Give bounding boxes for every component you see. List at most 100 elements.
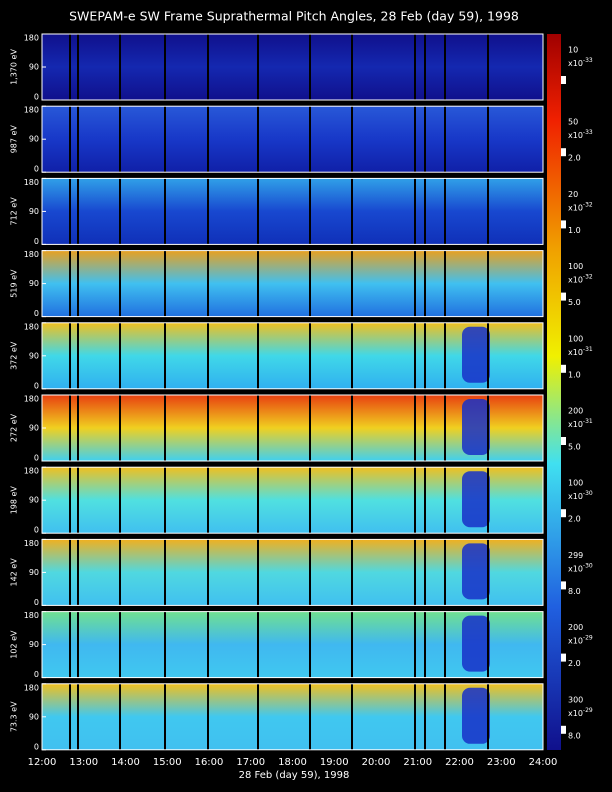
- multiplier: x10: [568, 347, 583, 356]
- spectrogram-feature: [462, 543, 490, 600]
- y-tick-label: 90: [29, 207, 39, 216]
- y-tick-label: 90: [29, 424, 39, 433]
- x-tick-label: 23:00: [487, 757, 516, 768]
- panel-label: 712 eV: [10, 197, 19, 226]
- y-tick-label: 0: [34, 454, 39, 463]
- colorbar-max: 100: [568, 479, 583, 488]
- y-tick-label: 90: [29, 135, 39, 144]
- colorbar-marker: [561, 653, 566, 662]
- colorbar-min: 2.0: [568, 154, 581, 163]
- colorbar-min: 1.0: [568, 226, 581, 235]
- multiplier: x10: [568, 492, 583, 501]
- multiplier: x10: [568, 275, 583, 284]
- exponent: -31: [583, 345, 593, 352]
- colorbar-max: 100: [568, 334, 583, 343]
- colorbar-scale: x10-33: [568, 57, 593, 68]
- colorbar-scale: x10-30: [568, 490, 593, 501]
- y-tick-label: 0: [34, 237, 39, 246]
- y-tick-label: 180: [24, 467, 39, 476]
- panel-label: 987 eV: [10, 125, 19, 154]
- multiplier: x10: [568, 59, 583, 68]
- y-tick-label: 180: [24, 611, 39, 620]
- colorbar-scale: x10-33: [568, 129, 593, 140]
- spectrogram: [42, 611, 543, 678]
- y-tick-label: 180: [24, 395, 39, 404]
- y-tick-label: 90: [29, 496, 39, 505]
- x-tick-label: 16:00: [195, 757, 224, 768]
- colorbar-scale: x10-31: [568, 345, 593, 356]
- panel-label: 73.3 eV: [10, 701, 19, 732]
- panel-label: 272 eV: [10, 413, 19, 442]
- y-tick-label: 90: [29, 712, 39, 721]
- x-tick-label: 20:00: [362, 757, 391, 768]
- x-tick-label: 17:00: [236, 757, 265, 768]
- y-tick-label: 180: [24, 539, 39, 548]
- exponent: -30: [583, 490, 593, 497]
- spectrogram: [42, 539, 543, 606]
- exponent: -32: [583, 273, 593, 280]
- colorbar-min: 5.0: [568, 443, 581, 452]
- multiplier: x10: [568, 420, 583, 429]
- x-tick-label: 19:00: [320, 757, 349, 768]
- multiplier: x10: [568, 708, 583, 717]
- colorbar-max: 200: [568, 407, 583, 416]
- panel-label: 198 eV: [10, 486, 19, 515]
- y-tick-label: 180: [24, 34, 39, 43]
- exponent: -29: [583, 634, 593, 641]
- y-tick-label: 90: [29, 63, 39, 72]
- spectrogram: [42, 250, 543, 317]
- exponent: -29: [583, 706, 593, 713]
- x-tick-label: 12:00: [28, 757, 57, 768]
- y-tick-label: 0: [34, 165, 39, 174]
- y-tick-label: 0: [34, 93, 39, 102]
- colorbar-marker: [561, 581, 566, 590]
- panel-label: 519 eV: [10, 269, 19, 298]
- y-tick-label: 0: [34, 670, 39, 679]
- colorbar-min: 5.0: [568, 298, 581, 307]
- colorbar-scale: x10-32: [568, 273, 593, 284]
- y-tick-label: 180: [24, 106, 39, 115]
- spectrogram-feature: [462, 687, 490, 744]
- multiplier: x10: [568, 564, 583, 573]
- colorbar-scale: x10-29: [568, 706, 593, 717]
- exponent: -31: [583, 418, 593, 425]
- colorbar-marker: [561, 220, 566, 229]
- colorbar-marker: [561, 725, 566, 734]
- spectrogram: [42, 467, 543, 534]
- colorbar-marker: [561, 364, 566, 373]
- colorbar-max: 200: [568, 623, 583, 632]
- colorbar-max: 10: [568, 46, 578, 55]
- spectrogram: [42, 683, 543, 750]
- panel-label: 1,370 eV: [10, 49, 19, 85]
- colorbar-scale: x10-31: [568, 418, 593, 429]
- y-tick-label: 180: [24, 250, 39, 259]
- colorbar-scale: x10-32: [568, 201, 593, 212]
- exponent: -30: [583, 562, 593, 569]
- spectrogram: [42, 322, 543, 389]
- colorbar-marker: [561, 437, 566, 445]
- y-tick-label: 0: [34, 526, 39, 535]
- x-tick-label: 13:00: [69, 757, 98, 768]
- spectrogram-feature: [462, 399, 490, 455]
- spectrogram-feature: [462, 615, 490, 672]
- colorbar-max: 100: [568, 262, 583, 271]
- colorbar-min: 2.0: [568, 659, 581, 668]
- multiplier: x10: [568, 131, 583, 140]
- spectrogram-feature: [462, 471, 490, 528]
- colorbar-min: 1.0: [568, 370, 581, 379]
- colorbar-max: 20: [568, 190, 578, 199]
- x-tick-label: 14:00: [111, 757, 140, 768]
- y-tick-label: 0: [34, 381, 39, 390]
- y-tick-label: 0: [34, 742, 39, 751]
- chart-title: SWEPAM-e SW Frame Suprathermal Pitch Ang…: [69, 9, 519, 24]
- multiplier: x10: [568, 636, 583, 645]
- exponent: -33: [583, 129, 593, 136]
- y-tick-label: 90: [29, 640, 39, 649]
- x-tick-label: 15:00: [153, 757, 182, 768]
- spectrogram: [42, 34, 543, 100]
- x-tick-label: 24:00: [529, 757, 558, 768]
- colorbar-min: 8.0: [568, 587, 581, 596]
- x-axis-label: 28 Feb (day 59), 1998: [239, 770, 350, 781]
- y-tick-label: 90: [29, 568, 39, 577]
